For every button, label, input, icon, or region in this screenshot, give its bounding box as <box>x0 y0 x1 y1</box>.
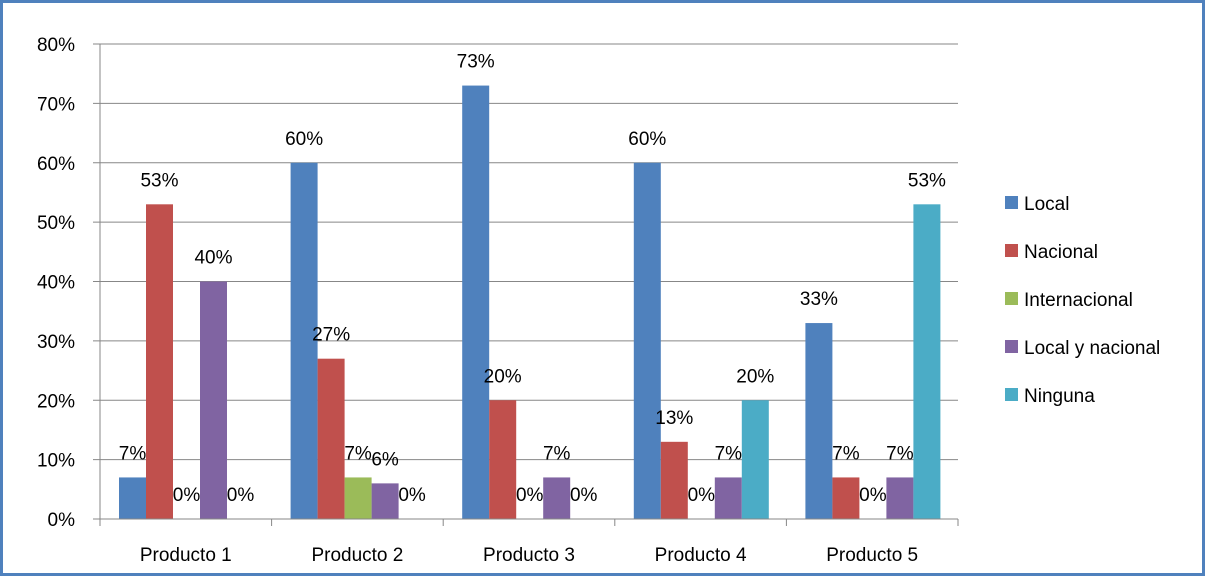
bar <box>805 323 833 519</box>
data-label: 0% <box>570 485 598 506</box>
data-label: 53% <box>908 170 946 191</box>
x-tick-label: Producto 2 <box>311 545 403 566</box>
y-tick-label: 40% <box>37 273 75 294</box>
data-label: 0% <box>688 485 716 506</box>
legend-label: Local y nacional <box>1024 338 1160 359</box>
y-tick-label: 70% <box>37 94 75 115</box>
legend-swatch <box>1005 244 1018 257</box>
bar <box>660 441 688 519</box>
data-label: 7% <box>119 443 147 464</box>
data-label: 0% <box>173 485 201 506</box>
y-axis: 0% 10% 20% 30% 40% 50% 60% 70% 80% <box>37 35 101 531</box>
legend-label: Local <box>1024 194 1069 215</box>
data-label: 20% <box>484 366 522 387</box>
bar-chart: 0% 10% 20% 30% 40% 50% 60% 70% 80% 7% 60% 73% 60% 33… <box>37 35 1160 566</box>
data-label: 13% <box>655 408 693 429</box>
data-label: 0% <box>859 485 887 506</box>
bar <box>371 483 399 519</box>
data-labels: 7% 60% 73% 60% 33% 53% 27% 20% 13% 7% 0% 7% 0% 0% 0% 40… <box>119 52 946 506</box>
y-tick-label: 80% <box>37 35 75 56</box>
x-tick-label: Producto 3 <box>483 545 575 566</box>
data-label: 60% <box>285 129 323 150</box>
data-label: 0% <box>398 485 426 506</box>
legend-label: Internacional <box>1024 290 1133 311</box>
y-tick-label: 30% <box>37 332 75 353</box>
bar <box>741 400 769 519</box>
bar <box>290 162 318 519</box>
data-label: 7% <box>832 443 860 464</box>
y-tick-label: 50% <box>37 213 75 234</box>
x-tick-label: Producto 4 <box>655 545 747 566</box>
legend-swatch <box>1005 196 1018 209</box>
bar <box>462 85 490 519</box>
bar <box>489 400 517 519</box>
bars <box>119 85 941 519</box>
data-label: 27% <box>312 325 350 346</box>
x-axis: Producto 1 Producto 2 Producto 3 Producto 4… <box>99 518 959 566</box>
legend-label: Nacional <box>1024 242 1098 263</box>
legend-swatch <box>1005 340 1018 353</box>
bar <box>146 204 173 519</box>
data-label: 53% <box>140 170 178 191</box>
data-label: 6% <box>371 449 399 470</box>
y-tick-label: 60% <box>37 154 75 175</box>
data-label: 0% <box>516 485 544 506</box>
y-tick-label: 10% <box>37 451 75 472</box>
data-label: 7% <box>886 443 914 464</box>
y-tick-label: 0% <box>48 510 76 531</box>
gridlines <box>100 43 958 461</box>
bar <box>200 281 227 519</box>
bar <box>913 204 941 519</box>
bar <box>886 477 914 519</box>
data-label: 73% <box>457 52 495 73</box>
bar <box>119 477 146 519</box>
bar <box>832 477 860 519</box>
data-label: 33% <box>800 289 838 310</box>
legend-label: Ninguna <box>1024 386 1095 407</box>
data-label: 40% <box>194 248 232 269</box>
data-label: 7% <box>543 443 571 464</box>
data-label: 7% <box>715 443 743 464</box>
bar <box>317 358 345 519</box>
legend-swatch <box>1005 292 1018 305</box>
data-label: 60% <box>628 129 666 150</box>
data-label: 0% <box>227 485 255 506</box>
legend: Local Nacional Internacional Local y nacion… <box>1005 194 1160 407</box>
x-tick-label: Producto 1 <box>140 545 232 566</box>
bar <box>543 477 571 519</box>
bar <box>344 477 372 519</box>
data-label: 7% <box>344 443 372 464</box>
x-tick-label: Producto 5 <box>826 545 918 566</box>
bar <box>714 477 742 519</box>
y-tick-label: 20% <box>37 391 75 412</box>
bar <box>633 162 661 519</box>
data-label: 20% <box>736 366 774 387</box>
legend-swatch <box>1005 388 1018 401</box>
